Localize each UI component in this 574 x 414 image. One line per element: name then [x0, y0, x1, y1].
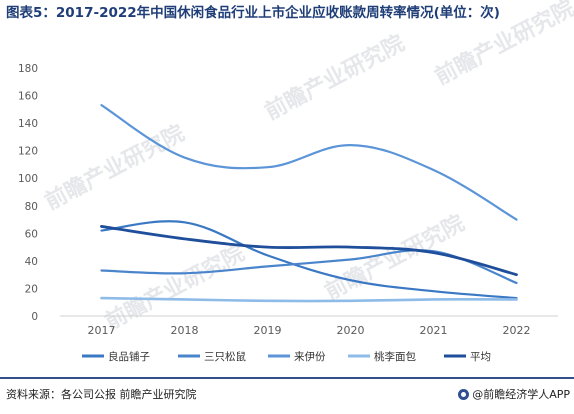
y-tick-label: 20 [25, 283, 38, 295]
x-tick-label: 2020 [337, 324, 365, 337]
y-tick-label: 0 [31, 311, 38, 323]
watermark-text: 前瞻产业研究院 [101, 240, 249, 335]
footer-divider [0, 377, 574, 379]
legend-label: 三只松鼠 [204, 350, 246, 363]
watermark-text: 前瞻产业研究院 [321, 210, 469, 305]
series-line [100, 225, 518, 277]
brand-credit: @前瞻经济学人APP [458, 386, 570, 402]
y-tick-label: 100 [18, 173, 38, 185]
x-tick-label: 2018 [171, 324, 199, 337]
x-tick-label: 2021 [420, 324, 448, 337]
y-tick-label: 40 [25, 256, 38, 268]
y-tick-label: 160 [18, 91, 38, 103]
series-line [100, 249, 518, 285]
y-tick-label: 120 [18, 146, 38, 158]
series-layer [100, 104, 518, 303]
y-tick-label: 180 [18, 63, 38, 75]
chart-title: 图表5：2017-2022年中国休闲食品行业上市企业应收账款周转率情况(单位：次… [6, 5, 500, 21]
x-tick-label: 2017 [88, 324, 116, 337]
source-note: 资料来源：各公司公报 前瞻产业研究院 [6, 388, 197, 401]
y-tick-label: 60 [25, 228, 38, 240]
series-line [100, 296, 518, 303]
y-tick-label: 80 [25, 201, 38, 213]
watermark-text: 前瞻产业研究院 [261, 30, 409, 125]
y-tick-label: 140 [18, 118, 38, 130]
x-tick-label: 2019 [254, 324, 282, 337]
legend-label: 桃李面包 [374, 350, 416, 363]
brand-text: @前瞻经济学人APP [472, 388, 570, 401]
series-line [100, 104, 518, 221]
y-axis: 0 20 40 60 80 100 120 140 160 180 [18, 63, 38, 323]
watermark-text: 前瞻产业研究院 [431, 0, 574, 90]
x-tick-label: 2022 [503, 324, 531, 337]
watermark-text: 前瞻产业研究院 [41, 120, 189, 215]
legend: 良品铺子 三只松鼠 来伊份 桃李面包 平均 [82, 350, 491, 363]
legend-label: 来伊份 [294, 351, 326, 363]
legend-label: 平均 [470, 351, 491, 363]
legend-label: 良品铺子 [108, 350, 150, 363]
series-line [100, 220, 518, 300]
brand-logo-icon [458, 388, 470, 400]
x-axis: 2017 2018 2019 2020 2021 2022 [60, 315, 558, 337]
